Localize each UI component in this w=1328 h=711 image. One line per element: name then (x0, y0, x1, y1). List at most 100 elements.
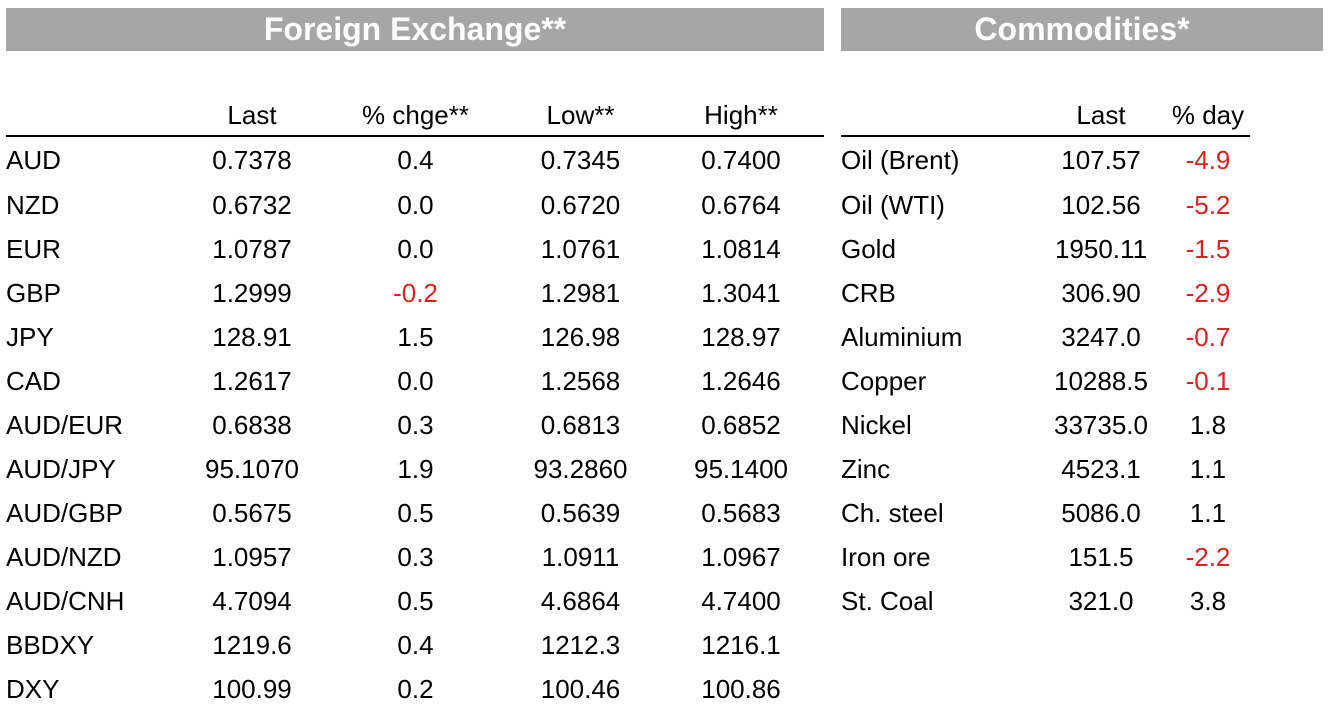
fx-header-row: Last % chge** Low** High** (6, 88, 824, 137)
commodities-cell-last: 306.90 (1061, 277, 1141, 308)
fx-cell-low: 1.0911 (541, 541, 620, 572)
fx-cell-low: 100.46 (540, 673, 621, 704)
fx-cell-last: 0.5675 (212, 497, 292, 528)
commodities-header-day: % day (1166, 88, 1250, 137)
fx-header-name (6, 88, 176, 137)
commodities-cell-name: Aluminium (841, 321, 963, 352)
commodities-cell-name: Ch. steel (841, 497, 944, 528)
commodities-row: Iron ore 151.5 -2.2 (841, 535, 1250, 579)
fx-cell-chg: 0.2 (397, 673, 434, 704)
commodities-cell-day: -5.2 (1185, 189, 1231, 220)
commodities-cell-name: Gold (841, 233, 896, 264)
fx-cell-last: 0.6732 (212, 189, 292, 220)
fx-header-last: Last (176, 88, 328, 137)
fx-cell-low: 93.2860 (533, 453, 628, 484)
fx-cell-low: 0.6813 (540, 409, 621, 440)
fx-row: AUD 0.7378 0.4 0.7345 0.7400 (6, 136, 824, 183)
fx-row: GBP 1.2999 -0.2 1.2981 1.3041 (6, 271, 824, 315)
fx-header-high: High** (658, 88, 824, 137)
fx-cell-name: AUD/NZD (6, 541, 122, 572)
commodities-row: CRB 306.90 -2.9 (841, 271, 1250, 315)
commodities-row: St. Coal 321.0 3.8 (841, 579, 1250, 623)
fx-cell-low: 1.0761 (540, 233, 621, 264)
fx-cell-low: 1.2981 (540, 277, 621, 308)
commodities-cell-day: 1.1 (1189, 453, 1227, 484)
commodities-header-last: Last (1036, 88, 1166, 137)
fx-cell-chg: 0.0 (397, 233, 434, 264)
commodities-cell-day: 1.1 (1189, 497, 1227, 528)
commodities-cell-day: 1.8 (1189, 409, 1227, 440)
fx-cell-high: 1216.1 (701, 629, 781, 660)
fx-cell-last: 95.1070 (205, 453, 299, 484)
fx-row: AUD/NZD 1.0957 0.3 1.0911 1.0967 (6, 535, 824, 579)
fx-row: DXY 100.99 0.2 100.46 100.86 (6, 667, 824, 711)
fx-cell-last: 1.0787 (212, 233, 292, 264)
fx-cell-last: 4.7094 (212, 585, 292, 616)
fx-cell-high: 0.6764 (701, 189, 781, 220)
fx-row: CAD 1.2617 0.0 1.2568 1.2646 (6, 359, 824, 403)
fx-cell-low: 0.5639 (540, 497, 621, 528)
commodities-cell-day: -4.9 (1185, 144, 1231, 175)
fx-cell-low: 1.2568 (540, 365, 621, 396)
commodities-row: Ch. steel 5086.0 1.1 (841, 491, 1250, 535)
fx-cell-high: 128.97 (701, 321, 781, 352)
fx-cell-chg: 0.5 (397, 497, 434, 528)
commodities-cell-name: CRB (841, 277, 896, 308)
commodities-row: Zinc 4523.1 1.1 (841, 447, 1250, 491)
commodities-cell-name: Oil (Brent) (841, 144, 960, 175)
commodities-cell-last: 10288.5 (1054, 365, 1148, 396)
fx-cell-name: AUD/EUR (6, 409, 124, 440)
commodities-cell-last: 1950.11 (1054, 233, 1148, 264)
fx-row: JPY 128.91 1.5 126.98 128.97 (6, 315, 824, 359)
commodities-cell-name: Nickel (841, 409, 912, 440)
commodities-row: Nickel 33735.0 1.8 (841, 403, 1250, 447)
fx-cell-low: 126.98 (540, 321, 621, 352)
fx-cell-last: 0.6838 (212, 409, 292, 440)
fx-cell-high: 4.7400 (701, 585, 781, 616)
fx-cell-chg: 0.0 (397, 365, 434, 396)
fx-row: EUR 1.0787 0.0 1.0761 1.0814 (6, 227, 824, 271)
fx-cell-name: BBDXY (6, 629, 95, 660)
fx-cell-last: 1.2999 (212, 277, 292, 308)
fx-row: AUD/EUR 0.6838 0.3 0.6813 0.6852 (6, 403, 824, 447)
commodities-cell-day: 3.8 (1189, 585, 1227, 616)
fx-row: AUD/JPY 95.1070 1.9 93.2860 95.1400 (6, 447, 824, 491)
commodities-cell-last: 5086.0 (1061, 497, 1141, 528)
fx-cell-chg: 0.5 (397, 585, 434, 616)
fx-cell-high: 0.7400 (701, 144, 781, 175)
commodities-table: Last % day Oil (Brent) 107.57 -4.9 Oil (WTI… (841, 88, 1250, 623)
fx-header-chg: % chge** (328, 88, 503, 137)
commodities-cell-last: 321.0 (1068, 585, 1134, 616)
fx-row: BBDXY 1219.6 0.4 1212.3 1216.1 (6, 623, 824, 667)
commodities-header-row: Last % day (841, 88, 1250, 137)
commodities-cell-name: Zinc (841, 453, 891, 484)
fx-cell-name: CAD (6, 365, 61, 396)
fx-cell-high: 95.1400 (694, 453, 788, 484)
fx-row: AUD/CNH 4.7094 0.5 4.6864 4.7400 (6, 579, 824, 623)
fx-cell-high: 0.6852 (701, 409, 781, 440)
fx-cell-chg: 0.3 (397, 541, 434, 572)
fx-cell-chg: 0.4 (397, 629, 434, 660)
fx-table: Last % chge** Low** High** AUD 0.7378 0.4 0… (6, 88, 824, 711)
commodities-section-title: Commodities* (841, 8, 1323, 51)
commodities-cell-last: 3247.0 (1061, 321, 1141, 352)
fx-cell-chg: 1.5 (397, 321, 434, 352)
fx-cell-last: 0.7378 (212, 144, 292, 175)
commodities-header-name (841, 88, 1036, 137)
fx-cell-chg: 0.4 (397, 144, 434, 175)
commodities-table-body: Oil (Brent) 107.57 -4.9 Oil (WTI) 102.56 -5.2… (841, 136, 1250, 623)
fx-cell-last: 1.2617 (212, 365, 292, 396)
commodities-cell-name: Copper (841, 365, 927, 396)
fx-cell-chg: 0.0 (397, 189, 434, 220)
fx-cell-chg: 0.3 (397, 409, 434, 440)
fx-cell-name: NZD (6, 189, 60, 220)
fx-cell-last: 1.0957 (212, 541, 292, 572)
commodities-cell-name: Oil (WTI) (841, 189, 945, 220)
fx-section-title: Foreign Exchange** (6, 8, 824, 51)
fx-cell-name: GBP (6, 277, 61, 308)
commodities-cell-day: -2.2 (1185, 541, 1231, 572)
fx-cell-high: 1.2646 (701, 365, 781, 396)
commodities-cell-last: 4523.1 (1061, 453, 1141, 484)
commodities-row: Aluminium 3247.0 -0.7 (841, 315, 1250, 359)
commodities-cell-last: 151.5 (1068, 541, 1134, 572)
